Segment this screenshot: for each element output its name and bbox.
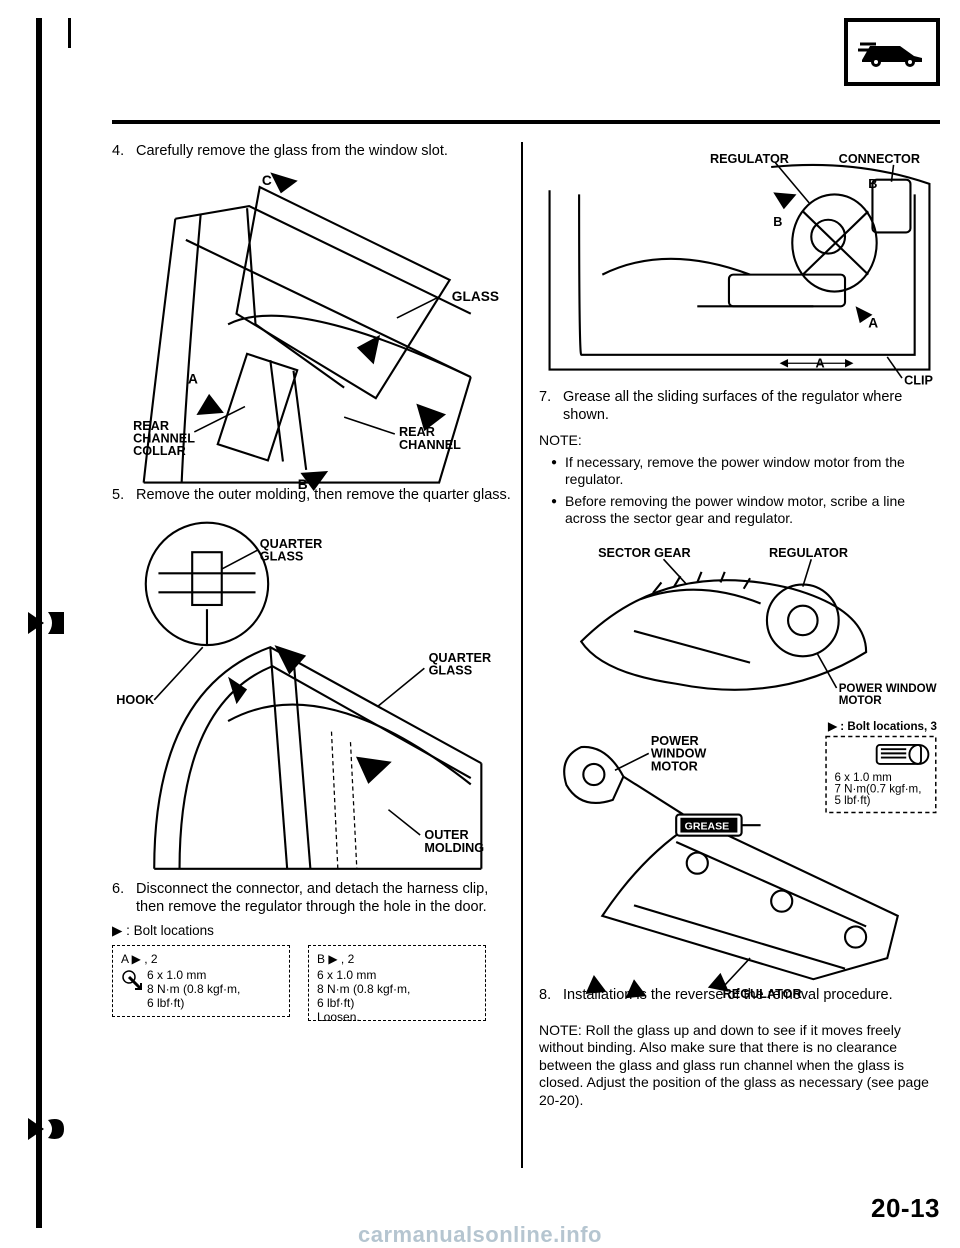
bolt-box-b: B ▶ , 2 6 x 1.0 mm 8 N·m (0.8 kgf·m, 6 l… [308,945,486,1021]
label-regulator-top: REGULATOR [769,546,848,560]
bolt-a-head: A ▶ , 2 [121,952,281,967]
label-sector-gear: SECTOR GEAR [598,546,691,560]
label-bolt-locations: ▶ : Bolt locations, 3 [827,720,937,733]
label-a-arrow: A [868,315,878,330]
step-7: 7. Grease all the sliding surfaces of th… [539,388,940,424]
step-text: Disconnect the connector, and detach the… [136,880,513,916]
step-6: 6. Disconnect the connector, and detach … [112,880,513,916]
step-number: 8. [539,986,563,1004]
binding-edge-notch [68,18,71,48]
label-c: C [262,173,272,188]
note-list: If necessary, remove the power window mo… [539,454,940,528]
bolt-b-head: B ▶ , 2 [317,952,477,967]
figure-quarter-glass: QUARTERGLASS QUARTERGLASS HOOK OUTERMOLD… [112,510,513,870]
label-quarter-glass-side: QUARTERGLASS [429,651,492,678]
step-4: 4. Carefully remove the glass from the w… [112,142,513,160]
step-number: 5. [112,486,136,504]
step-8: 8. Installation is the reverse of the re… [539,986,940,1004]
step-text: Installation is the reverse of the remov… [563,986,940,1004]
header-rule [112,120,940,124]
label-bolt-spec: 6 x 1.0 mm 7 N·m(0.7 kgf·m, 5 lbf·ft) [834,771,924,807]
watermark: carmanualsonline.info [0,1222,960,1248]
figure-regulator-assembly: SECTOR GEAR REGULATOR POWER WINDOWMOTOR … [539,536,940,976]
label-b2: B [868,177,877,191]
figure-regulator-connector: REGULATOR CONNECTOR B B A A CLIP [539,148,940,378]
right-column: REGULATOR CONNECTOR B B A A CLIP 7. [523,142,940,1168]
step-number: 4. [112,142,136,160]
label-rear-channel-collar: REAR CHANNEL COLLAR [133,419,198,458]
step-text: Carefully remove the glass from the wind… [136,142,513,160]
margin-mark-icon [26,608,66,638]
note-2: NOTE: Roll the glass up and down to see … [539,1022,940,1110]
label-outer-molding: OUTERMOLDING [424,828,484,855]
label-grease: GREASE [685,820,730,832]
label-b: B [773,215,782,229]
label-rear-channel: REAR CHANNEL [399,425,461,452]
step-text: Remove the outer molding, then remove th… [136,486,513,504]
brand-logo [844,18,940,86]
page: 4. Carefully remove the glass from the w… [40,18,940,1228]
label-pwm-left: POWERWINDOWMOTOR [651,734,707,773]
label-a: A [188,372,198,387]
label-hook: HOOK [116,693,155,707]
label-pwm-right: POWER WINDOWMOTOR [839,682,937,707]
margin-mark-icon [26,1114,66,1144]
bolt-b-spec: 6 x 1.0 mm 8 N·m (0.8 kgf·m, 6 lbf·ft) L… [317,969,477,1024]
label-glass: GLASS [452,289,499,304]
page-number: 20-13 [871,1193,940,1224]
step-text: Grease all the sliding surfaces of the r… [563,388,940,424]
bolt-locations-label: ▶ : Bolt locations [112,923,513,940]
step-number: 6. [112,880,136,916]
label-quarter-glass: QUARTERGLASS [260,537,323,564]
bolt-spec-boxes: A ▶ , 2 6 x 1.0 mm 8 N·m (0.8 kgf·m, 6 l… [112,945,513,1031]
label-connector: CONNECTOR [839,152,920,166]
label-clip: CLIP [904,373,933,387]
bolt-a-spec: 6 x 1.0 mm 8 N·m (0.8 kgf·m, 6 lbf·ft) [147,969,240,1010]
note-item: If necessary, remove the power window mo… [551,454,940,489]
note-heading: NOTE: [539,432,940,450]
bolt-box-a: A ▶ , 2 6 x 1.0 mm 8 N·m (0.8 kgf·m, 6 l… [112,945,290,1017]
bolt-icon [121,969,143,991]
note-item: Before removing the power window motor, … [551,493,940,528]
figure-glass-removal: C GLASS A B REAR CHANNEL COLLAR REAR CHA… [112,166,513,476]
left-column: 4. Carefully remove the glass from the w… [112,142,523,1168]
step-5: 5. Remove the outer molding, then remove… [112,486,513,504]
step-number: 7. [539,388,563,424]
